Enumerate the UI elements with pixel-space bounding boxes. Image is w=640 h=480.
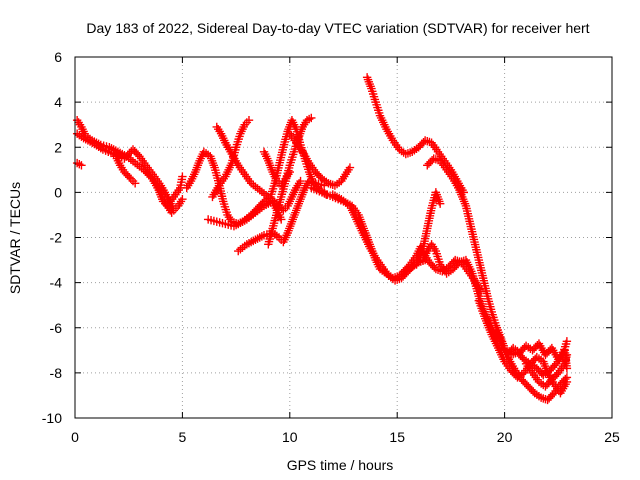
x-tick-label: 5	[179, 429, 187, 445]
y-tick-label: 0	[54, 184, 62, 200]
data-series	[72, 158, 86, 170]
data-point	[167, 208, 176, 217]
axes: 0 5 10 15 20 25 -10 -8 -6 -4 -2 0 2 4 6	[42, 49, 620, 445]
data-point	[544, 394, 554, 403]
y-tick-label: 6	[54, 49, 62, 65]
data-point	[316, 172, 325, 182]
data-point	[544, 347, 553, 356]
data-point	[528, 387, 538, 396]
x-tick-label: 10	[282, 429, 298, 445]
data-point	[562, 350, 572, 360]
data-point	[178, 172, 187, 181]
plot-frame	[74, 56, 613, 419]
y-tick-label: 2	[54, 139, 62, 155]
data-point	[525, 383, 535, 393]
y-tick-label: -10	[42, 410, 62, 426]
x-tick-label: 15	[389, 429, 405, 445]
grid	[75, 57, 612, 418]
data-series	[259, 147, 294, 190]
data-series	[491, 323, 572, 405]
data-point	[307, 113, 316, 123]
data-point	[125, 172, 134, 182]
y-tick-label: -2	[50, 230, 63, 246]
data-point	[548, 363, 558, 372]
data-series	[423, 154, 509, 353]
data-point	[133, 150, 143, 159]
data-point	[519, 377, 528, 386]
data-point	[244, 115, 254, 125]
data-point	[428, 261, 437, 270]
x-axis-title: GPS time / hours	[287, 457, 394, 473]
data-points	[72, 73, 572, 405]
data-point	[562, 373, 572, 382]
data-point	[423, 161, 432, 170]
data-point	[130, 179, 140, 188]
data-point	[548, 390, 557, 400]
data-series	[412, 188, 445, 269]
data-series	[521, 350, 572, 391]
data-series	[328, 190, 419, 285]
data-point	[296, 176, 305, 186]
data-point	[345, 163, 355, 172]
chart-title: Day 183 of 2022, Sidereal Day-to-day VTE…	[86, 20, 589, 36]
data-point	[524, 382, 533, 391]
data-series	[141, 165, 176, 217]
data-point	[123, 171, 132, 180]
x-tick-label: 20	[497, 429, 513, 445]
data-series	[72, 129, 187, 215]
data-point	[424, 159, 434, 168]
data-series	[285, 129, 355, 190]
data-point	[285, 167, 294, 177]
data-point	[132, 148, 141, 158]
y-tick-label: -4	[50, 275, 63, 291]
data-point	[550, 361, 559, 370]
x-tick-label: 0	[71, 429, 79, 445]
data-point	[277, 215, 286, 224]
data-point	[178, 194, 187, 204]
data-series	[212, 122, 305, 215]
y-tick-label: -8	[50, 365, 63, 381]
data-point	[314, 171, 323, 180]
data-point	[435, 199, 445, 208]
data-point	[527, 385, 536, 394]
data-point	[416, 141, 425, 150]
y-tick-label: -6	[50, 320, 63, 336]
data-point	[520, 378, 530, 388]
data-point	[522, 380, 531, 389]
y-tick-label: 4	[54, 94, 62, 110]
data-series	[111, 152, 140, 188]
x-tick-label: 25	[604, 429, 620, 445]
data-point	[562, 337, 572, 346]
y-axis-title: SDTVAR / TECUs	[7, 182, 23, 294]
data-point	[77, 161, 86, 170]
